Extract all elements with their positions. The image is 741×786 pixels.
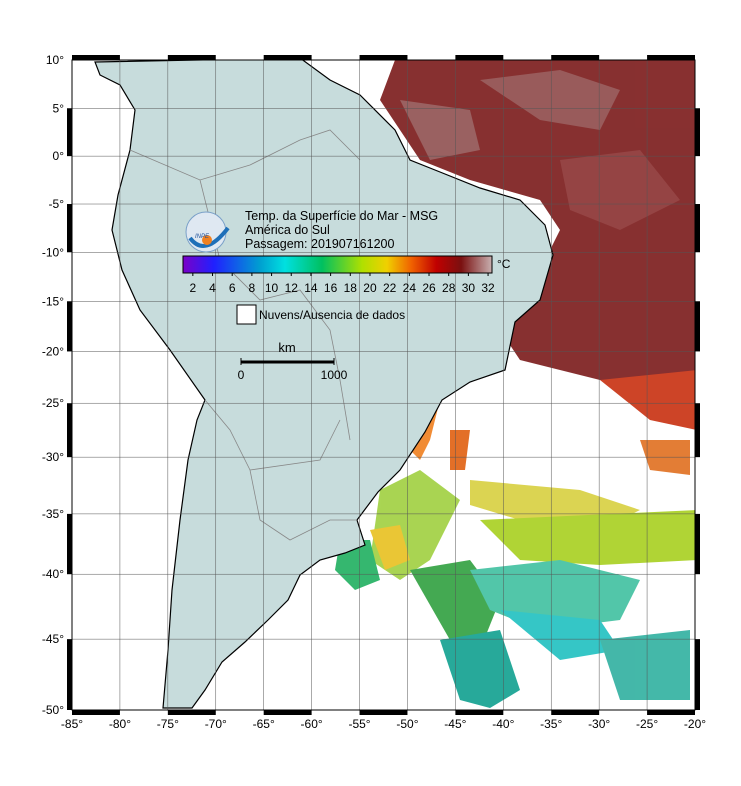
frame-bar: [695, 301, 700, 352]
frame-bar: [167, 55, 216, 60]
pass-time: Passagem: 201907161200: [245, 237, 394, 251]
colorbar-tick-label: 30: [462, 281, 476, 295]
frame-bar: [455, 55, 504, 60]
frame-bar: [263, 55, 312, 60]
y-tick-label: 10°: [46, 53, 64, 67]
x-tick-label: -80°: [109, 717, 131, 731]
frame-bar: [72, 55, 120, 60]
colorbar-tick-label: 12: [285, 281, 299, 295]
y-tick-label: -30°: [42, 450, 64, 464]
region: América do Sul: [245, 223, 330, 237]
frame-bar: [695, 513, 700, 575]
x-tick-label: -35°: [540, 717, 562, 731]
frame-bar: [695, 108, 700, 157]
frame-bar: [263, 710, 312, 715]
frame-bar: [455, 710, 504, 715]
logo: INPE: [185, 211, 230, 253]
colorbar-tick-label: 4: [209, 281, 216, 295]
colorbar-tick-label: 2: [189, 281, 196, 295]
colorbar-tick-label: 6: [229, 281, 236, 295]
colorbar-tick-label: 16: [324, 281, 338, 295]
x-tick-label: -30°: [588, 717, 610, 731]
frame-bar: [695, 403, 700, 458]
frame-bar: [67, 513, 72, 575]
axis-labels: -85° -80° -75° -70° -65° -60° -55° -50° -45° -40°…: [42, 53, 706, 731]
x-tick-label: -55°: [348, 717, 370, 731]
x-tick-label: -50°: [396, 717, 418, 731]
y-tick-label: -10°: [42, 245, 64, 259]
x-tick-label: -65°: [253, 717, 275, 731]
legend-swatch: [236, 304, 257, 325]
colorbar-tick-label: 8: [249, 281, 256, 295]
y-tick-label: -25°: [42, 396, 64, 410]
colorbar-tick-label: 20: [363, 281, 377, 295]
y-tick-label: -5°: [49, 197, 65, 211]
y-tick-label: -40°: [42, 567, 64, 581]
colorbar-unit: °C: [497, 257, 511, 271]
frame-bar: [167, 710, 216, 715]
frame-bar: [647, 55, 695, 60]
y-tick-label: 5°: [53, 101, 65, 115]
scale-label: 1000: [321, 368, 348, 382]
frame-bar: [695, 639, 700, 710]
colorbar-tick-label: 24: [403, 281, 417, 295]
frame-bar: [67, 403, 72, 458]
x-tick-label: -25°: [636, 717, 658, 731]
logo-text: INPE: [195, 234, 210, 240]
colorbar: [182, 255, 493, 274]
x-tick-label: -85°: [61, 717, 83, 731]
x-tick-label: -60°: [301, 717, 323, 731]
scale-label: 0: [238, 368, 245, 382]
sst-field: [335, 60, 695, 708]
x-tick-label: -20°: [684, 717, 706, 731]
colorbar-ticks: 2 4 6 8 10 12 14 16 18 20 22 24 26 28 30 32: [189, 273, 495, 295]
y-tick-label: 0°: [53, 149, 65, 163]
frame-bar: [551, 55, 600, 60]
frame-bar: [67, 639, 72, 710]
y-tick-label: -15°: [42, 294, 64, 308]
colorbar-tick-label: 14: [304, 281, 318, 295]
y-tick-label: -35°: [42, 507, 64, 521]
y-tick-label: -50°: [42, 703, 64, 717]
scale-bar: 0 1000: [238, 358, 348, 382]
x-tick-label: -45°: [444, 717, 466, 731]
frame-bar: [72, 710, 120, 715]
frame-bar: [359, 710, 408, 715]
y-tick-label: -45°: [42, 632, 64, 646]
grid: [72, 60, 695, 710]
colorbar-tick-label: 18: [344, 281, 358, 295]
x-tick-label: -70°: [205, 717, 227, 731]
y-tick-label: -20°: [42, 344, 64, 358]
frame-bar: [551, 710, 600, 715]
scale-unit: km: [278, 340, 295, 355]
frame-bar: [647, 710, 695, 715]
x-tick-label: -40°: [492, 717, 514, 731]
colorbar-tick-label: 28: [442, 281, 456, 295]
colorbar-tick-label: 26: [422, 281, 436, 295]
colorbar-tick-label: 10: [265, 281, 279, 295]
frame-bar: [359, 55, 408, 60]
frame-bar: [67, 204, 72, 253]
frame-bar: [695, 204, 700, 253]
legend-label: Nuvens/Ausencia de dados: [259, 308, 405, 322]
title: Temp. da Superfície do Mar - MSG: [245, 209, 438, 223]
frame-bar: [67, 301, 72, 352]
colorbar-tick-label: 32: [481, 281, 495, 295]
map-body: [72, 60, 695, 710]
colorbar-tick-label: 22: [383, 281, 397, 295]
frame-bar: [67, 108, 72, 157]
x-tick-label: -75°: [157, 717, 179, 731]
frame-bars: [67, 55, 700, 715]
